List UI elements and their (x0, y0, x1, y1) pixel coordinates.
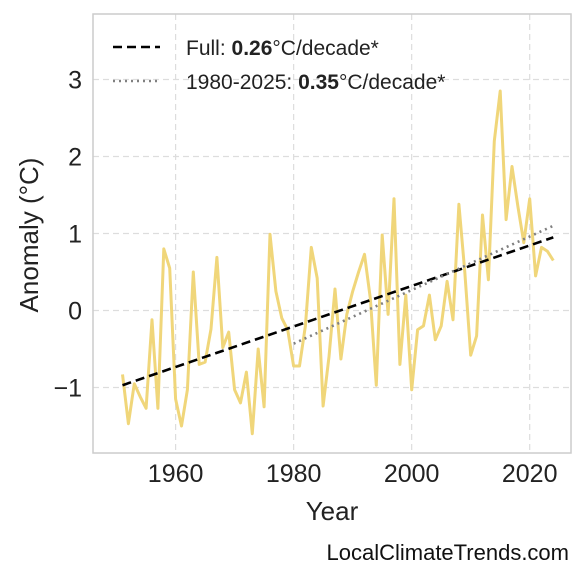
x-tick-label-0: 1960 (148, 460, 204, 488)
legend-full-label: Full: 0.26°C/decade* (186, 37, 379, 60)
anomaly-series-line-0 (121, 89, 555, 436)
x-tick-label-1: 1980 (266, 460, 322, 488)
y-axis-label: Anomaly (°C) (14, 158, 44, 313)
y-tick-label-0: −1 (53, 375, 82, 403)
x-tick-label-3: 2020 (502, 460, 558, 488)
y-tick-label-2: 1 (68, 221, 82, 249)
x-axis-label: Year (306, 496, 359, 526)
y-tick-labels: −1 0 1 2 3 (53, 66, 82, 402)
y-tick-label-1: 0 (68, 298, 82, 326)
trend-layer (122, 224, 554, 387)
plot-frame (92, 13, 572, 454)
y-tick-label-3: 2 (68, 143, 82, 171)
legend: Full: 0.26°C/decade* 1980-2025: 0.35°C/d… (113, 37, 445, 94)
trend-line-0 (122, 236, 554, 387)
x-tick-label-2: 2000 (384, 460, 440, 488)
series-layer (121, 89, 555, 436)
legend-recent-label: 1980-2025: 0.35°C/decade* (186, 71, 445, 94)
y-tick-label-4: 3 (68, 66, 82, 94)
source-credit: LocalClimateTrends.com (326, 540, 570, 565)
x-tick-labels: 1960 1980 2000 2020 (148, 460, 558, 488)
